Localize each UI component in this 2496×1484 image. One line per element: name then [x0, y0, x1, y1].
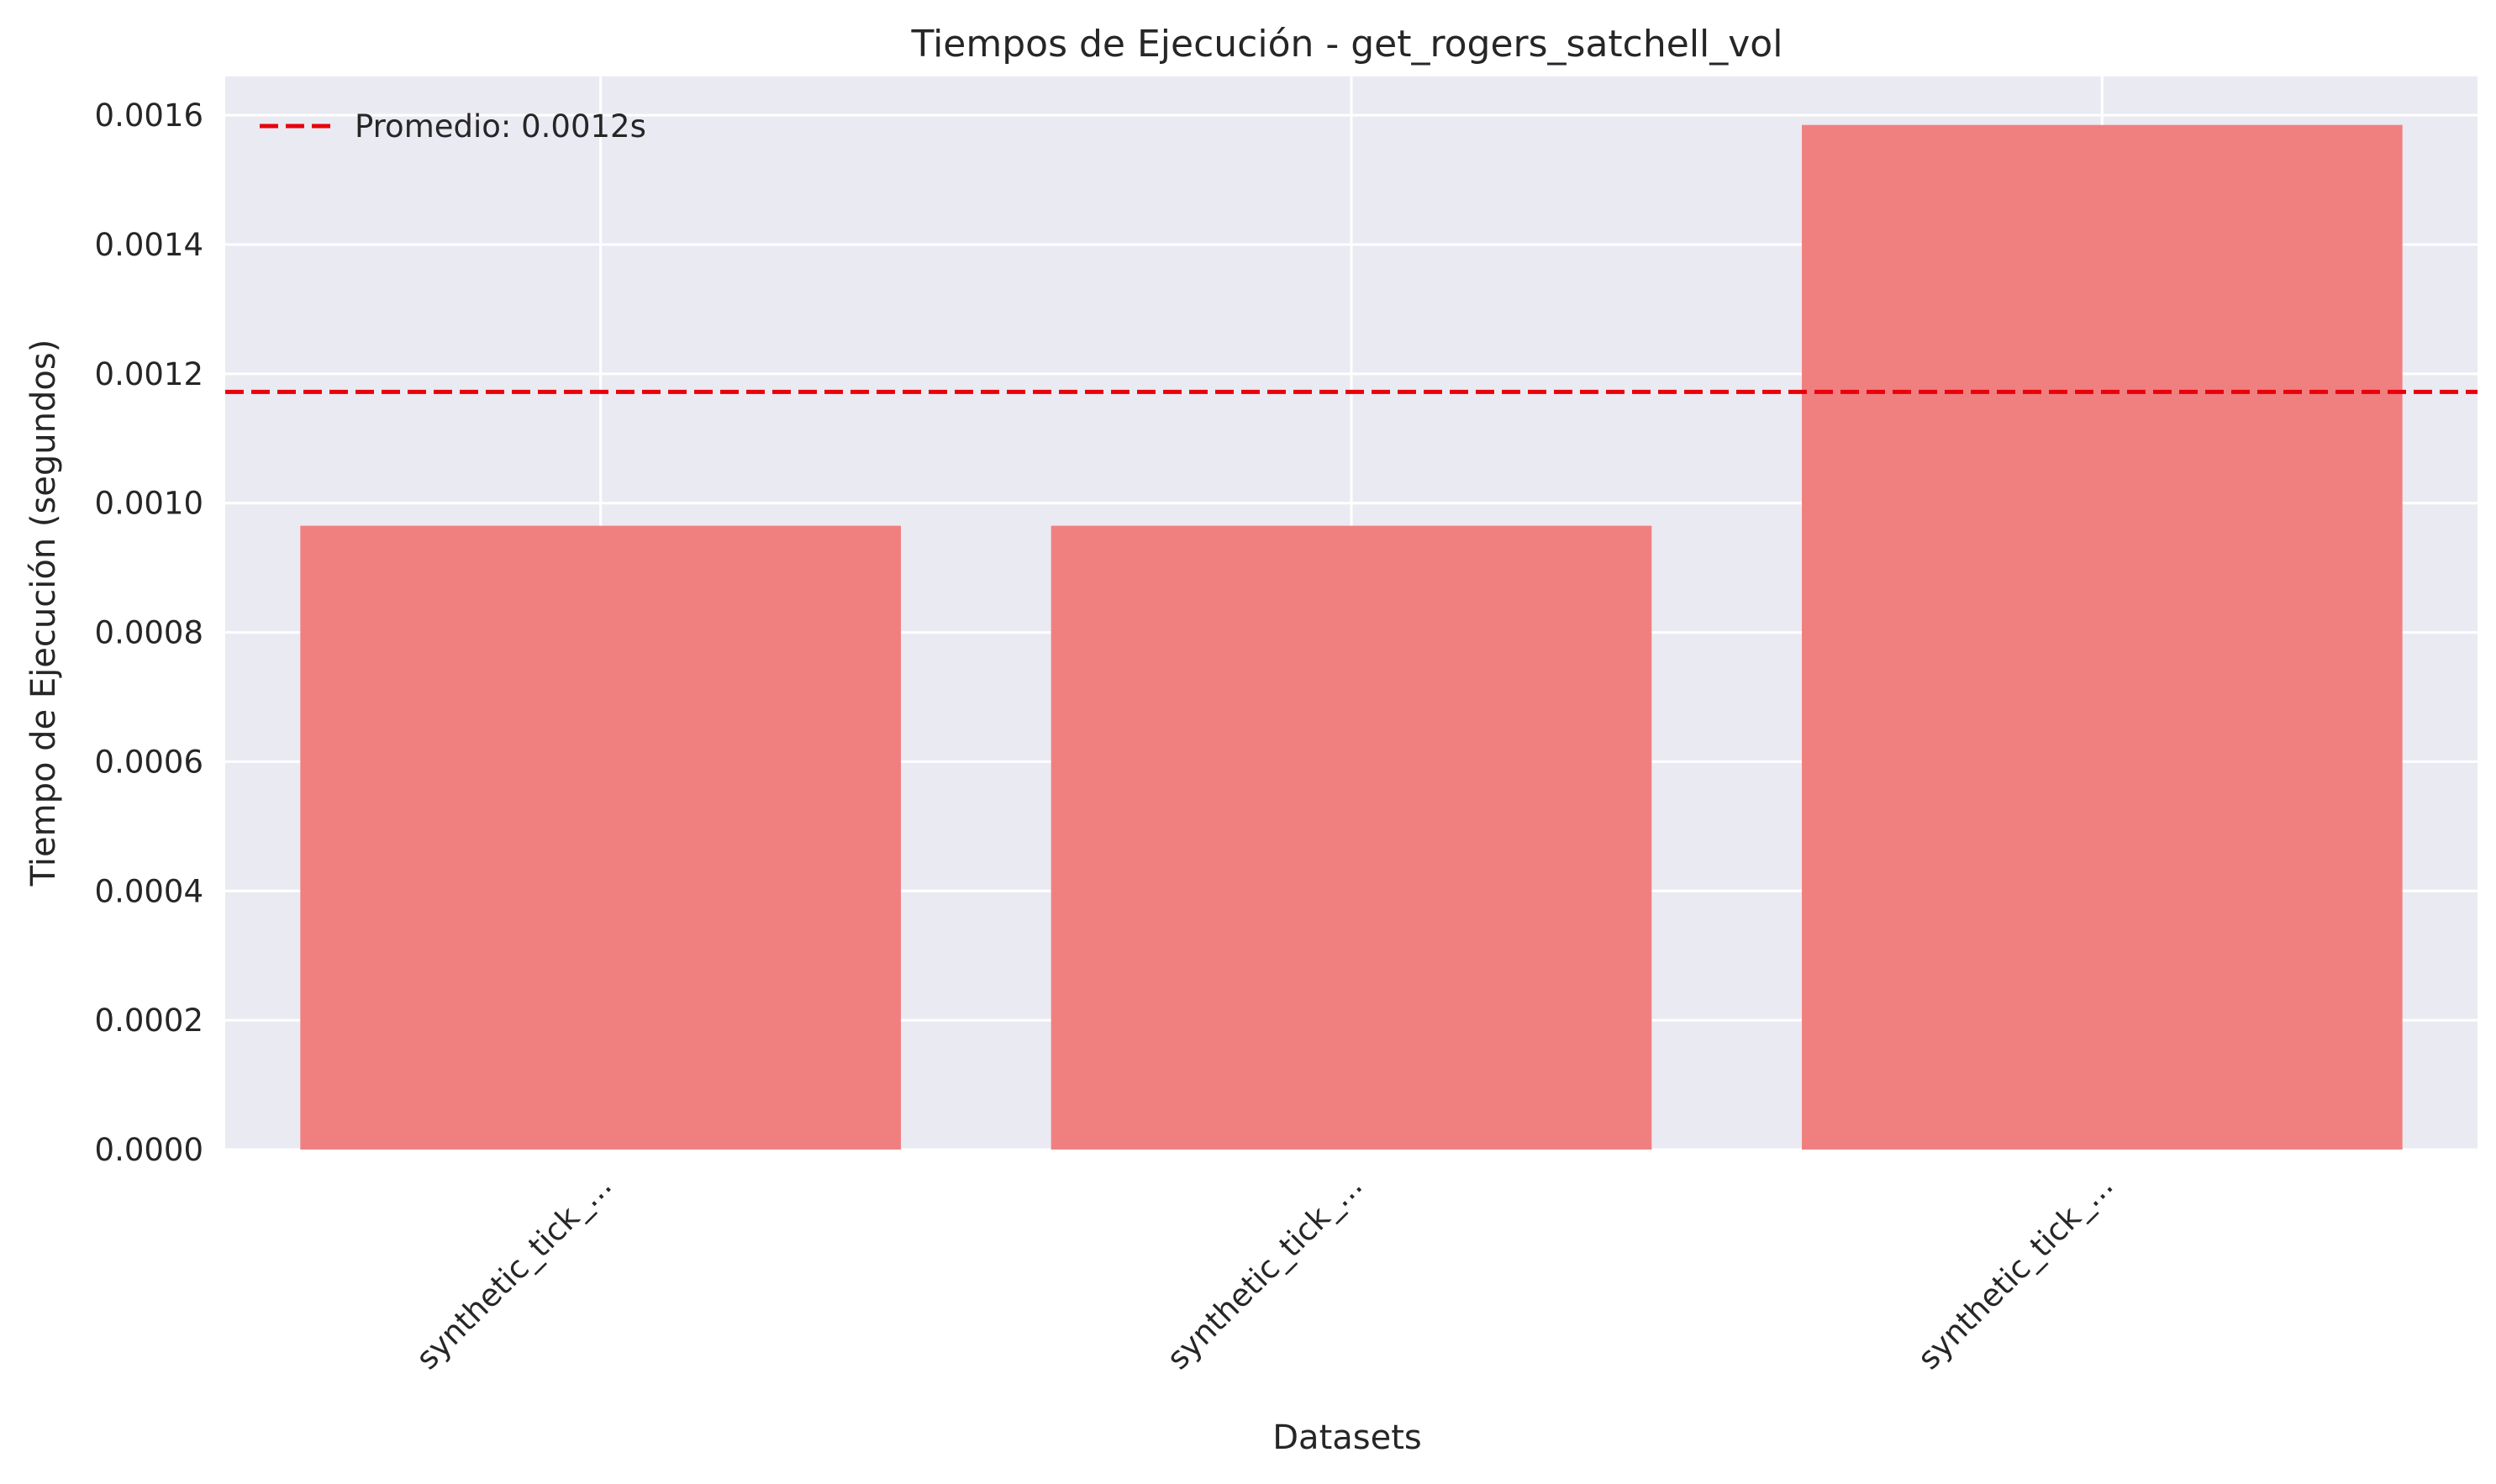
x-tick-labels: synthetic_tick_... synthetic_tick_... synt… [409, 1167, 2120, 1376]
y-tick-label: 0.0008 [95, 615, 203, 651]
bar [1051, 525, 1652, 1150]
y-tick-labels: 0.0000 0.0002 0.0004 0.0006 0.0008 0.0010 0.00… [95, 97, 203, 1168]
y-tick-label: 0.0004 [95, 873, 203, 909]
legend: Promedio: 0.0012s [260, 108, 646, 145]
bar [1802, 124, 2403, 1150]
bars [300, 124, 2403, 1150]
x-tick-label: synthetic_tick_... [1911, 1167, 2120, 1376]
legend-label: Promedio: 0.0012s [355, 108, 646, 145]
y-tick-label: 0.0016 [95, 97, 203, 134]
y-tick-label: 0.0012 [95, 356, 203, 392]
bar [300, 525, 901, 1150]
y-tick-label: 0.0010 [95, 486, 203, 522]
y-tick-label: 0.0006 [95, 744, 203, 780]
y-tick-label: 0.0000 [95, 1132, 203, 1168]
x-tick-label: synthetic_tick_... [409, 1167, 619, 1376]
y-tick-label: 0.0002 [95, 1002, 203, 1039]
chart-title: Tiempos de Ejecución - get_rogers_satche… [911, 23, 1783, 66]
x-axis-label: Datasets [1272, 1418, 1421, 1457]
y-tick-label: 0.0014 [95, 227, 203, 263]
x-tick-label: synthetic_tick_... [1160, 1167, 1369, 1376]
y-axis-label: Tiempo de Ejecución (segundos) [24, 339, 63, 887]
